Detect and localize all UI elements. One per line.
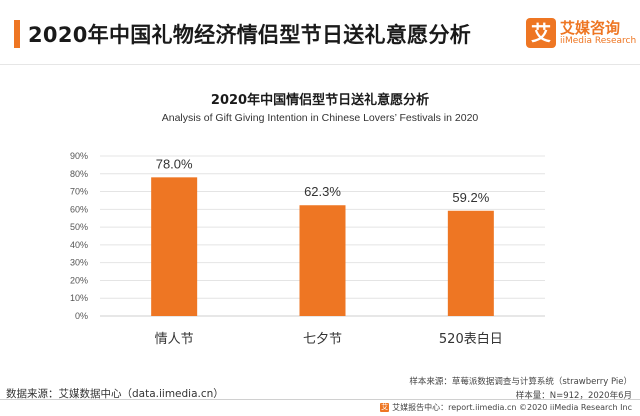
bar-chart: 0% 10% 20% 30% 40% 50% 60% 70% 80% 90% 78.0% 情人节 62.…: [70, 151, 545, 347]
sample-source-note: 样本来源：草莓派数据调查与计算系统（strawberry Pie）: [409, 377, 632, 387]
y-tick-label: 60%: [70, 204, 88, 214]
bar: [299, 205, 346, 316]
iimedia-logo: 艾 艾媒咨询 iiMedia Research: [526, 14, 636, 54]
y-tick-label: 30%: [70, 258, 88, 268]
header-divider: [0, 64, 640, 65]
report-center-icon: 艾: [380, 403, 390, 412]
bar-value-label: 78.0%: [156, 156, 193, 171]
x-category-label: 七夕节: [303, 332, 342, 347]
y-tick-label: 50%: [70, 222, 88, 232]
footer-credit-text: 艾媒报告中心：report.iimedia.cn ©2020 iiMedia R…: [392, 403, 632, 412]
page-title: 2020年中国礼物经济情侣型节日送礼意愿分析: [28, 23, 472, 47]
logo-mark: 艾: [526, 18, 556, 48]
title-accent-bar: [14, 20, 20, 48]
chart-subtitle: Analysis of Gift Giving Intention in Chi…: [161, 112, 479, 124]
sample-size-note: 样本量：N=912，2020年6月: [515, 391, 632, 401]
logo-text-en: iiMedia Research: [560, 36, 637, 46]
bar-value-label: 62.3%: [304, 184, 341, 199]
data-source: 数据来源：艾媒数据中心（data.iimedia.cn）: [6, 388, 224, 400]
y-tick-label: 0%: [75, 311, 88, 321]
y-tick-label: 80%: [70, 169, 88, 179]
chart-title: 2020年中国情侣型节日送礼意愿分析: [210, 93, 430, 108]
y-tick-label: 90%: [70, 151, 88, 161]
footer-divider: [0, 399, 640, 400]
bar-value-label: 59.2%: [452, 190, 489, 205]
footer-credit: 艾艾媒报告中心：report.iimedia.cn ©2020 iiMedia …: [380, 402, 632, 413]
bar: [447, 210, 494, 316]
y-tick-label: 70%: [70, 187, 88, 197]
y-tick-label: 10%: [70, 293, 88, 303]
x-category-label: 情人节: [155, 332, 194, 347]
x-category-label: 520表白日: [439, 331, 503, 347]
bar: [151, 177, 198, 316]
y-tick-label: 40%: [70, 240, 88, 250]
y-tick-label: 20%: [70, 275, 88, 285]
logo-text-cn: 艾媒咨询: [560, 19, 621, 37]
